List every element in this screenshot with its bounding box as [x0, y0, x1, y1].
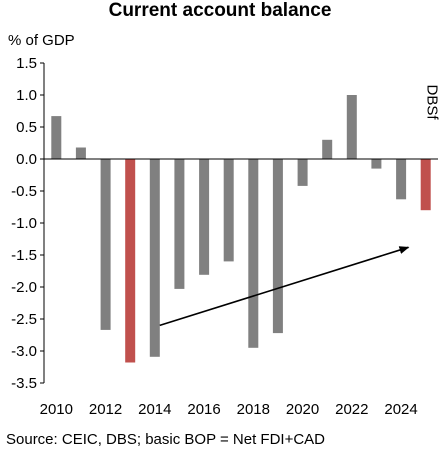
x-tick-label: 2014 [138, 401, 171, 418]
x-tick-label: 2010 [40, 401, 73, 418]
bar-2011 [75, 147, 86, 159]
bar-2017 [223, 159, 234, 262]
annotation-group: DBSf [159, 84, 440, 327]
bar-2018 [248, 159, 259, 348]
x-tick-label: 2024 [384, 401, 417, 418]
y-tick-label: 0.5 [16, 119, 37, 136]
bar-2010 [51, 116, 62, 159]
bar-2012 [100, 159, 111, 330]
bar-2024 [396, 159, 407, 200]
bar-2014 [149, 159, 160, 357]
y-tick-label: 1.5 [16, 55, 37, 72]
bar-2022 [346, 95, 357, 159]
y-tick-label: -1.5 [11, 247, 37, 264]
bar-2015 [174, 159, 185, 289]
bar-group [51, 95, 431, 363]
x-tick-label: 2012 [89, 401, 122, 418]
x-tick-label: 2022 [335, 401, 368, 418]
forecast-label: DBSf [424, 84, 440, 120]
y-tick-label: -3.5 [11, 375, 37, 392]
source-note: Source: CEIC, DBS; basic BOP = Net FDI+C… [6, 431, 325, 448]
y-tick-label: -2.5 [11, 311, 37, 328]
y-axis-unit-label: % of GDP [8, 32, 75, 49]
y-tick-label: -0.5 [11, 183, 37, 200]
x-tick-label: 2018 [237, 401, 270, 418]
bar-2020 [297, 159, 308, 186]
x-tick-label: 2020 [286, 401, 319, 418]
bar-2016 [199, 159, 210, 275]
y-tick-label: 0.0 [16, 151, 37, 168]
bar-2019 [272, 159, 283, 334]
x-tick-label: 2016 [187, 401, 220, 418]
bar-2023 [371, 159, 382, 169]
bar-2021 [322, 139, 333, 159]
y-tick-label: -1.0 [11, 215, 37, 232]
chart-title: Current account balance [108, 0, 332, 21]
bar-2013 [125, 159, 136, 363]
axes-group: 1.5 1.0 0.5 0.0 -0.5 -1.0 -1.5 -2.0 -2.5 -3.0 -3.5… [11, 55, 438, 418]
trend-arrow [159, 246, 410, 327]
bar-2025 [420, 159, 431, 211]
y-tick-label: -2.0 [11, 279, 37, 296]
y-tick-label: -3.0 [11, 343, 37, 360]
y-tick-label: 1.0 [16, 87, 37, 104]
